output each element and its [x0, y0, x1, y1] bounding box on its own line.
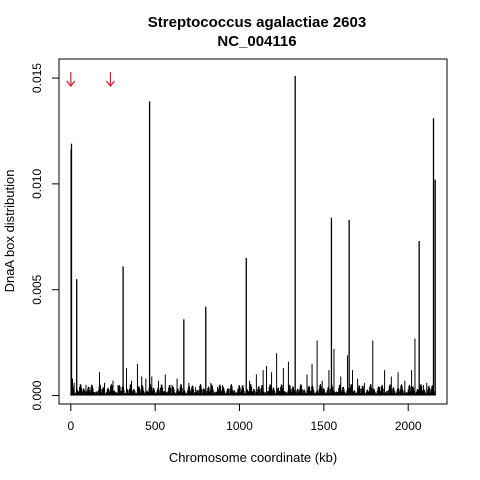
arrow-down-icon: [105, 72, 115, 87]
y-tick-label: 0.010: [30, 169, 44, 199]
y-tick-label: 0.015: [30, 63, 44, 93]
x-tick-label: 1500: [311, 419, 338, 433]
bars: [70, 75, 436, 396]
x-axis-label: Chromosome coordinate (kb): [169, 450, 337, 465]
chart-title: Streptococcus agalactiae 2603: [148, 14, 366, 31]
x-axis: 0 500 1000 1500 2000: [67, 403, 422, 433]
chart-subtitle: NC_004116: [217, 33, 296, 50]
x-tick-label: 500: [145, 419, 165, 433]
x-tick-label: 1000: [226, 419, 253, 433]
y-tick-label: 0.000: [30, 380, 44, 410]
x-tick-label: 2000: [395, 419, 422, 433]
y-axis: 0.000 0.005 0.010 0.015: [30, 63, 60, 411]
y-tick-label: 0.005: [30, 274, 44, 304]
x-tick-label: 0: [67, 419, 74, 433]
arrows: [66, 72, 115, 87]
arrow-down-icon: [66, 72, 76, 87]
plot-frame: [58, 58, 448, 405]
y-axis-label: DnaA box distribution: [2, 170, 17, 293]
